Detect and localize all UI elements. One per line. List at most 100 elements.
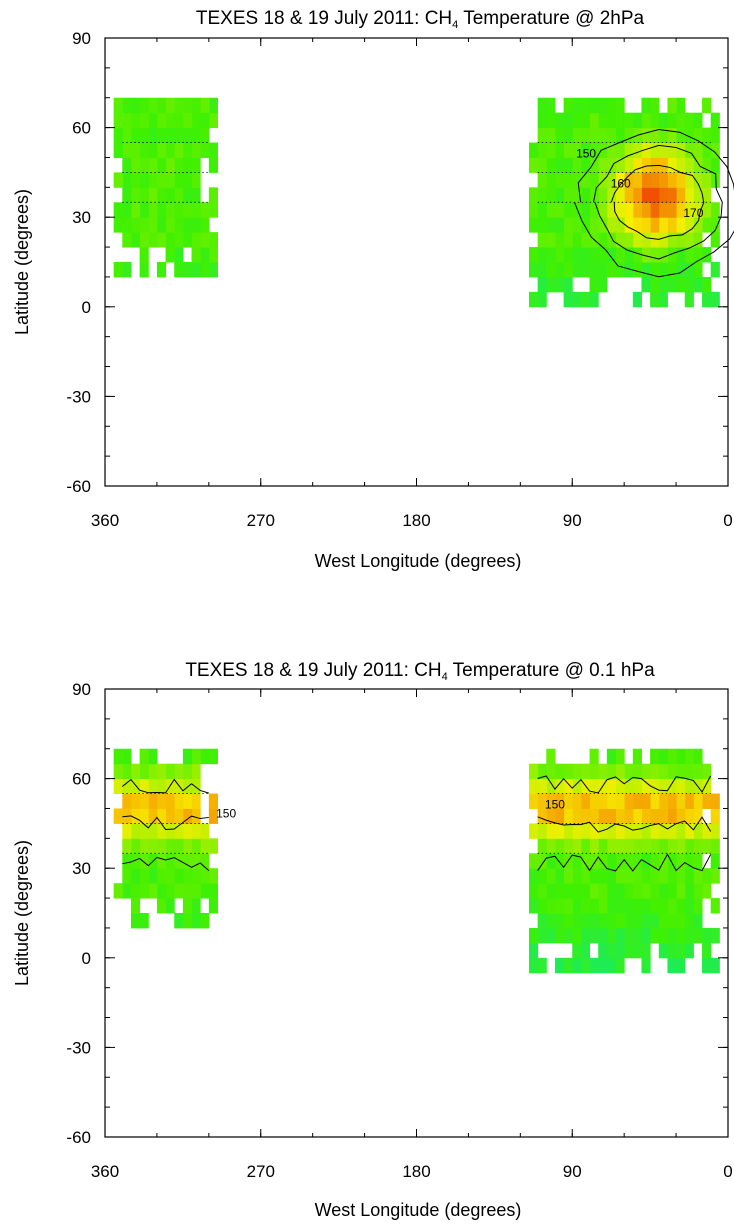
heatmap-cell xyxy=(182,262,193,278)
y-tick-label: 90 xyxy=(72,29,91,48)
heatmap-cell xyxy=(676,112,686,129)
heatmap-cell xyxy=(658,823,668,839)
heatmap-cell xyxy=(658,763,668,780)
heatmap-cell xyxy=(572,157,582,173)
heatmap-cell xyxy=(650,262,660,278)
heatmap-cell xyxy=(200,748,210,765)
heatmap-cell xyxy=(200,868,210,884)
heatmap-cell xyxy=(580,808,591,824)
heatmap-cell xyxy=(208,232,218,248)
heatmap-cell xyxy=(580,112,591,129)
heatmap-cell xyxy=(598,942,608,959)
heatmap-cell xyxy=(632,247,642,263)
heatmap-cell xyxy=(693,202,703,218)
heatmap-cell xyxy=(182,142,193,158)
heatmap-cell xyxy=(598,927,608,944)
heatmap-cell xyxy=(182,232,193,248)
heatmap-cell xyxy=(148,127,158,144)
contour-line xyxy=(121,778,209,794)
heatmap-cell xyxy=(710,957,720,974)
heatmap-cell xyxy=(615,127,625,144)
heatmap-cell xyxy=(165,247,175,263)
heatmap-cell xyxy=(615,883,625,899)
heatmap-cell xyxy=(200,838,210,854)
heatmap-cell xyxy=(667,763,677,780)
heatmap-cell xyxy=(191,112,201,129)
heatmap-cell xyxy=(580,763,591,780)
heatmap-cell xyxy=(148,112,158,129)
heatmap-cell xyxy=(702,763,712,780)
contour-line xyxy=(593,144,723,260)
heatmap-cell xyxy=(650,172,660,188)
heatmap-cell xyxy=(208,112,218,129)
heatmap-cell xyxy=(182,112,193,129)
heatmap-cell xyxy=(667,808,677,824)
heatmap-cell xyxy=(139,97,149,114)
contour-line xyxy=(122,815,209,830)
heatmap-cell xyxy=(632,291,642,308)
heatmap-cell xyxy=(554,276,565,293)
heatmap-cell xyxy=(710,838,720,854)
heatmap-cell xyxy=(537,262,547,278)
y-tick-label: 0 xyxy=(82,298,91,317)
heatmap-cell xyxy=(139,823,149,839)
heatmap-cell xyxy=(165,232,175,248)
heatmap-cell xyxy=(130,898,141,914)
heatmap-cell xyxy=(615,112,625,129)
heatmap-cell xyxy=(139,913,149,929)
heatmap-cell xyxy=(139,187,149,203)
y-axis-label: Latitude (degrees) xyxy=(12,189,32,335)
heatmap-cell xyxy=(624,157,634,173)
heatmap-cell xyxy=(580,793,591,809)
heatmap-cell xyxy=(676,748,686,765)
heatmap-cell xyxy=(537,202,547,218)
heatmap-cell xyxy=(693,883,703,899)
heatmap-cell xyxy=(598,247,608,263)
heatmap-cell xyxy=(589,748,599,765)
heatmap-cell xyxy=(606,97,617,114)
heatmap-cell xyxy=(624,112,634,129)
heatmap-cell xyxy=(589,927,599,944)
heatmap-cell xyxy=(667,97,677,114)
heatmap-cell xyxy=(702,202,712,218)
heatmap-cell xyxy=(122,127,132,144)
heatmap-cell xyxy=(200,883,210,899)
heatmap-cell xyxy=(122,778,132,795)
heatmap-cell xyxy=(165,97,175,114)
heatmap-cell xyxy=(658,942,668,959)
heatmap-cell xyxy=(667,157,677,173)
contour-lines: 150 150 xyxy=(121,775,712,872)
heatmap-cell xyxy=(554,927,565,944)
heatmap-cell xyxy=(598,142,608,158)
heatmap-cell xyxy=(624,823,634,839)
heatmap-cell xyxy=(702,157,712,173)
heatmap-cell xyxy=(702,172,712,188)
heatmap-cell xyxy=(165,172,175,188)
heatmap-cell xyxy=(650,97,660,114)
heatmap-cell xyxy=(658,291,668,308)
contour-label: 160 xyxy=(611,176,631,190)
heatmap-cell xyxy=(528,157,539,173)
heatmap-cell xyxy=(191,808,201,824)
heatmap-cell xyxy=(130,763,141,780)
heatmap-cell xyxy=(122,187,132,203)
heatmap-cell xyxy=(537,793,547,809)
heatmap-cell xyxy=(580,291,591,308)
heatmap-cell xyxy=(658,157,668,173)
heatmap-cell xyxy=(598,913,608,929)
heatmap-cell xyxy=(546,217,556,233)
heatmap-cell xyxy=(572,187,582,203)
heatmap-cell xyxy=(130,187,141,203)
heatmap-cell xyxy=(667,793,677,809)
x-axis-ticks: 360 270 180 90 0 xyxy=(91,689,733,1181)
heatmap-cell xyxy=(667,127,677,144)
heatmap-cell xyxy=(554,838,565,854)
heatmap-cell xyxy=(632,172,642,188)
heatmap-cell xyxy=(122,157,132,173)
heatmap-cell xyxy=(676,763,686,780)
heatmap-cell xyxy=(528,217,539,233)
heatmap-cell xyxy=(606,927,617,944)
heatmap-cell xyxy=(693,217,703,233)
heatmap-cell xyxy=(676,232,686,248)
heatmap-cell xyxy=(537,187,547,203)
